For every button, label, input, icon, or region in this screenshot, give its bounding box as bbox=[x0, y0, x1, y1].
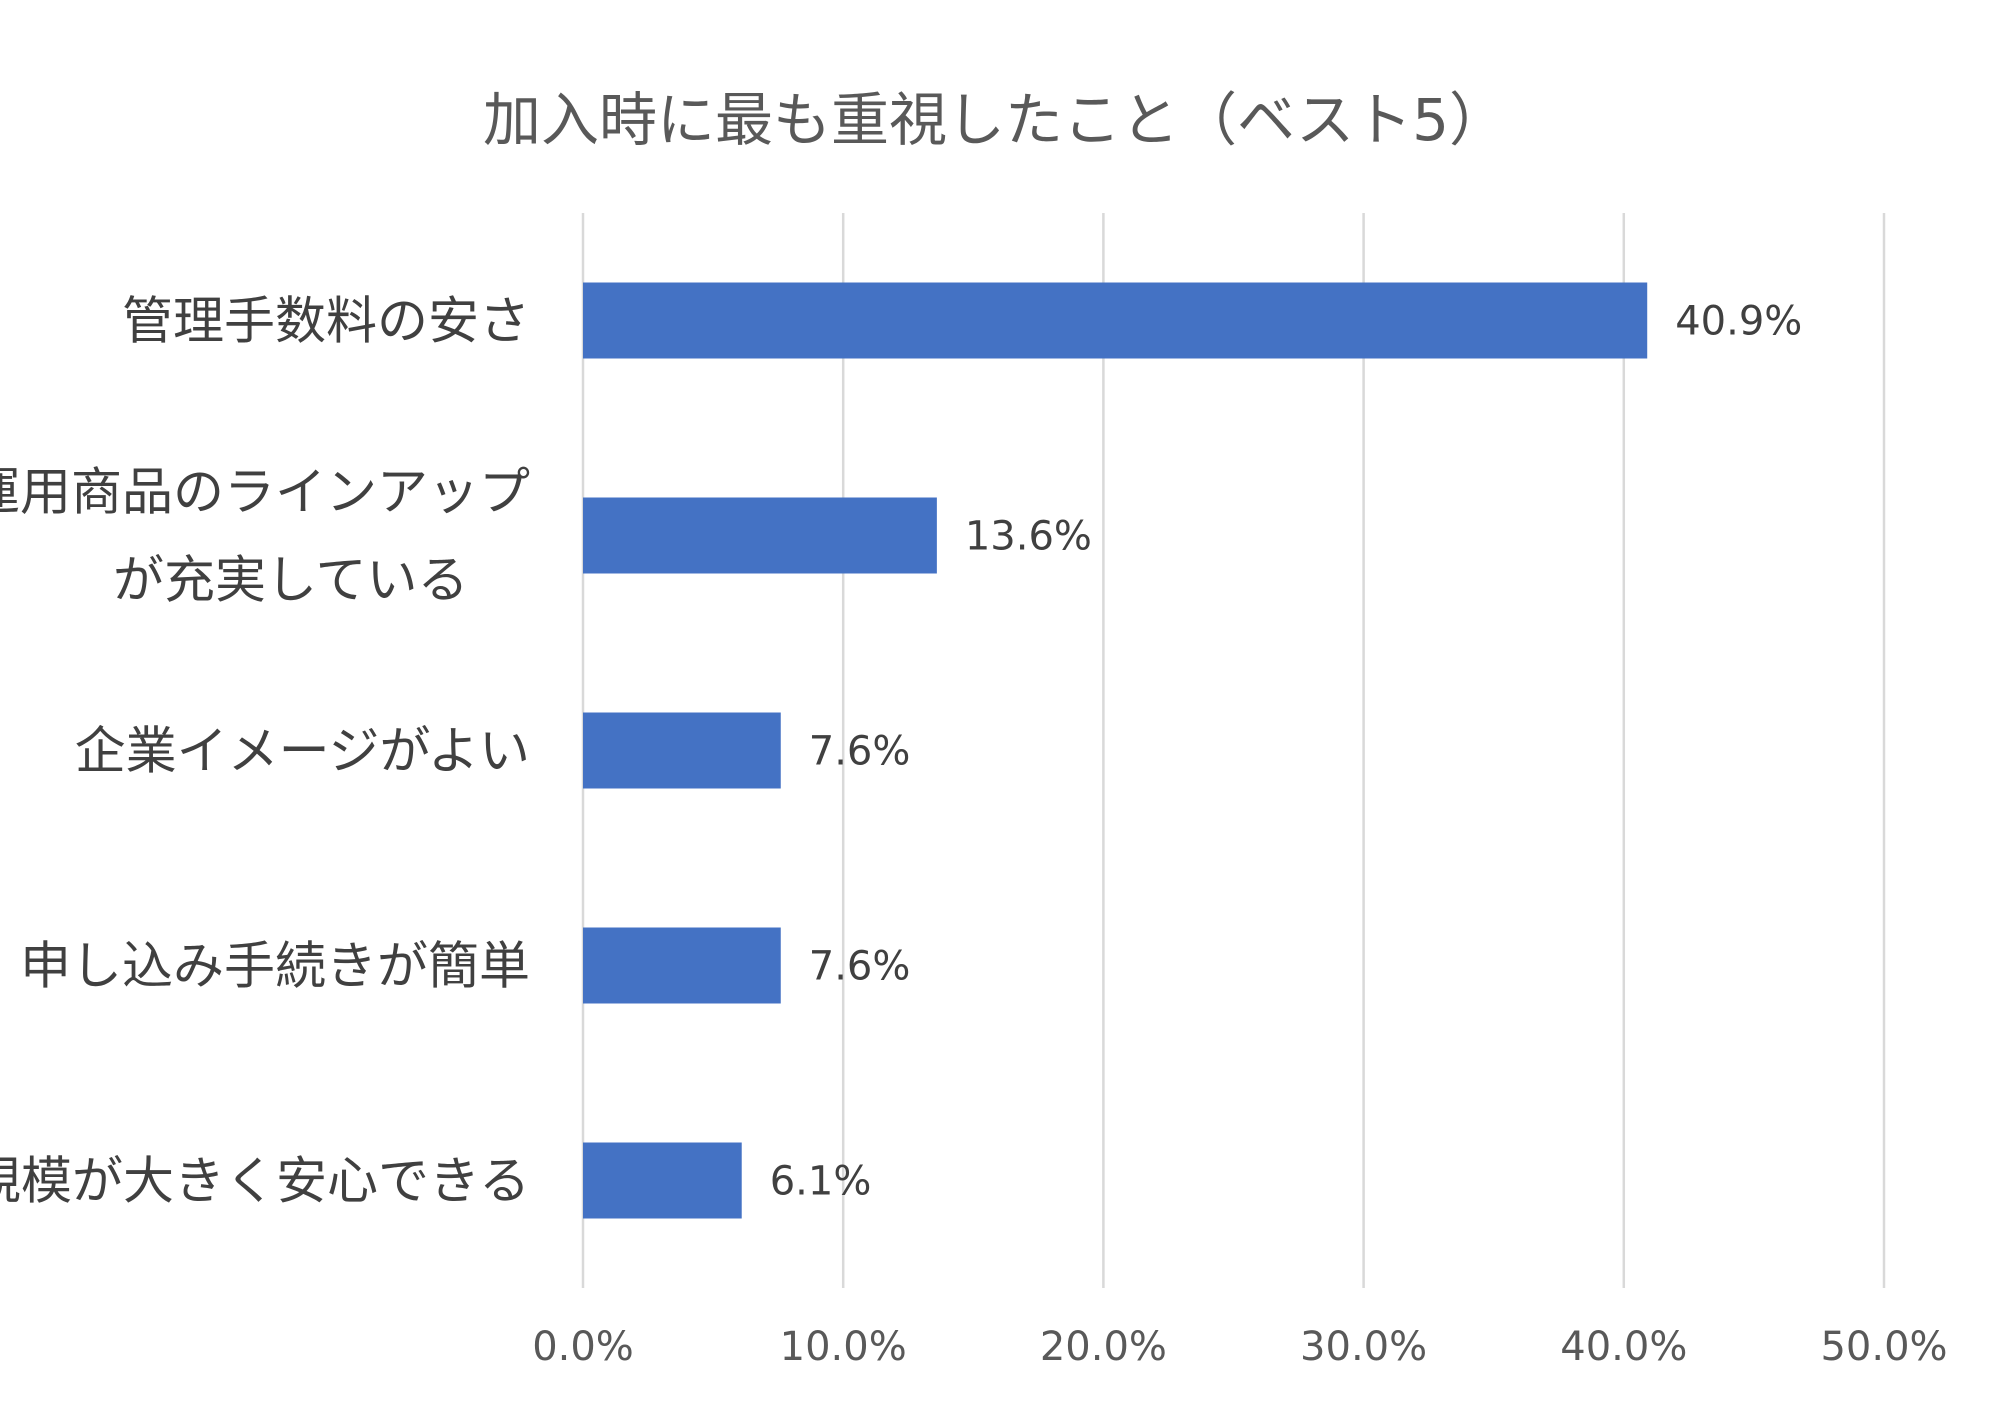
bar bbox=[583, 927, 781, 1004]
data-label: 6.1% bbox=[770, 1159, 872, 1205]
x-tick-label: 40.0% bbox=[1560, 1324, 1687, 1370]
value-labels: 40.9% 13.6% 7.6% 7.6% 6.1% bbox=[770, 299, 1803, 1205]
category-label: 管理手数料の安さ bbox=[122, 293, 530, 352]
x-tick-label: 20.0% bbox=[1040, 1324, 1167, 1370]
x-tick-label: 50.0% bbox=[1820, 1324, 1947, 1370]
data-label: 13.6% bbox=[965, 514, 1092, 560]
x-tick-label: 0.0% bbox=[532, 1324, 634, 1370]
x-axis-ticks: 0.0% 10.0% 20.0% 30.0% 40.0% 50.0% bbox=[532, 1324, 1947, 1370]
category-label: が充実している bbox=[113, 552, 468, 611]
bar bbox=[583, 282, 1648, 359]
data-label: 7.6% bbox=[809, 944, 911, 990]
bar bbox=[583, 712, 781, 789]
data-label: 40.9% bbox=[1675, 299, 1802, 345]
category-label: 規模が大きく安心できる bbox=[0, 1153, 530, 1212]
chart-title: 加入時に最も重視したこと（ベスト5） bbox=[483, 86, 1507, 154]
gridlines bbox=[581, 213, 1886, 1288]
bars bbox=[583, 282, 1648, 1219]
category-labels: 管理手数料の安さ運用商品のラインアップが充実している企業イメージがよい申し込み手… bbox=[0, 293, 530, 1212]
x-tick-label: 10.0% bbox=[780, 1324, 907, 1370]
bar bbox=[583, 1142, 742, 1219]
x-tick-label: 30.0% bbox=[1300, 1324, 1427, 1370]
data-label: 7.6% bbox=[809, 729, 911, 775]
bar bbox=[583, 497, 937, 574]
category-label: 企業イメージがよい bbox=[75, 723, 530, 782]
category-label: 運用商品のラインアップ bbox=[0, 464, 530, 523]
category-label: 申し込み手続きが簡単 bbox=[20, 938, 530, 997]
